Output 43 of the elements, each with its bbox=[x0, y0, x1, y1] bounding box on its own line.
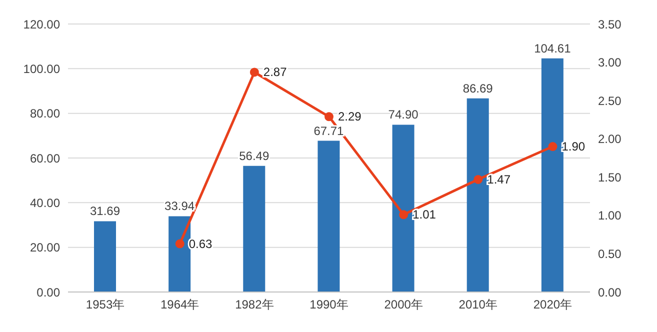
y2-tick-label: 0.00 bbox=[598, 285, 622, 300]
x-tick-label: 2010年 bbox=[458, 298, 498, 312]
x-tick-label: 2000年 bbox=[384, 298, 423, 312]
bar bbox=[392, 124, 414, 292]
y2-tick-label: 3.50 bbox=[598, 17, 622, 32]
y-tick-label: 40.00 bbox=[30, 196, 60, 210]
data-label: 74.90 bbox=[388, 108, 419, 122]
y-tick-label: 80.00 bbox=[30, 106, 60, 121]
bar bbox=[541, 58, 564, 292]
y2-tick-label: 1.50 bbox=[598, 170, 622, 184]
bar bbox=[318, 140, 340, 292]
bar bbox=[94, 221, 116, 292]
point bbox=[474, 174, 483, 184]
data-label: 2.29 bbox=[338, 110, 362, 124]
x-tick-label: 1982年 bbox=[235, 298, 274, 312]
data-label: 104.61 bbox=[534, 41, 572, 56]
y2-tick-label: 2.50 bbox=[598, 94, 622, 108]
data-label: 33.94 bbox=[164, 199, 195, 214]
bar bbox=[243, 166, 266, 292]
y2-tick-label: 3.00 bbox=[598, 56, 622, 70]
data-label: 56.49 bbox=[239, 148, 270, 163]
x-tick-label: 2020年 bbox=[533, 298, 572, 312]
y2-tick-label: 0.50 bbox=[598, 246, 622, 261]
bar bbox=[168, 216, 191, 292]
y-tick-label: 120.00 bbox=[23, 17, 60, 32]
y2-tick-label: 2.00 bbox=[598, 132, 622, 146]
data-label: 86.69 bbox=[462, 81, 494, 96]
y-tick-label: 0.00 bbox=[36, 285, 60, 300]
point bbox=[250, 68, 259, 77]
bar bbox=[466, 98, 489, 292]
x-tick-label: 1990年 bbox=[310, 298, 348, 312]
y2-tick-label: 1.00 bbox=[598, 208, 622, 223]
data-label: 2.87 bbox=[263, 65, 288, 80]
data-label: 31.69 bbox=[90, 204, 120, 218]
y-tick-label: 100.00 bbox=[23, 62, 60, 76]
point bbox=[548, 142, 558, 152]
x-tick-label: 1953年 bbox=[86, 298, 125, 312]
point bbox=[399, 210, 408, 220]
point bbox=[324, 112, 334, 122]
point bbox=[175, 239, 184, 248]
y-tick-label: 60.00 bbox=[30, 151, 60, 166]
y-tick-label: 20.00 bbox=[30, 240, 60, 255]
x-tick-label: 1964年 bbox=[160, 298, 200, 312]
